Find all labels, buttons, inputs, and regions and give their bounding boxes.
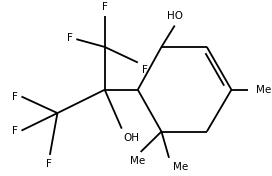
Text: F: F xyxy=(12,92,18,102)
Text: OH: OH xyxy=(123,133,139,143)
Text: F: F xyxy=(67,33,72,43)
Text: Me: Me xyxy=(173,162,188,172)
Text: HO: HO xyxy=(168,11,183,21)
Text: Me: Me xyxy=(131,156,146,166)
Text: Me: Me xyxy=(256,85,271,95)
Text: F: F xyxy=(46,159,51,169)
Text: F: F xyxy=(142,65,147,75)
Text: F: F xyxy=(102,2,108,12)
Text: F: F xyxy=(12,125,18,136)
